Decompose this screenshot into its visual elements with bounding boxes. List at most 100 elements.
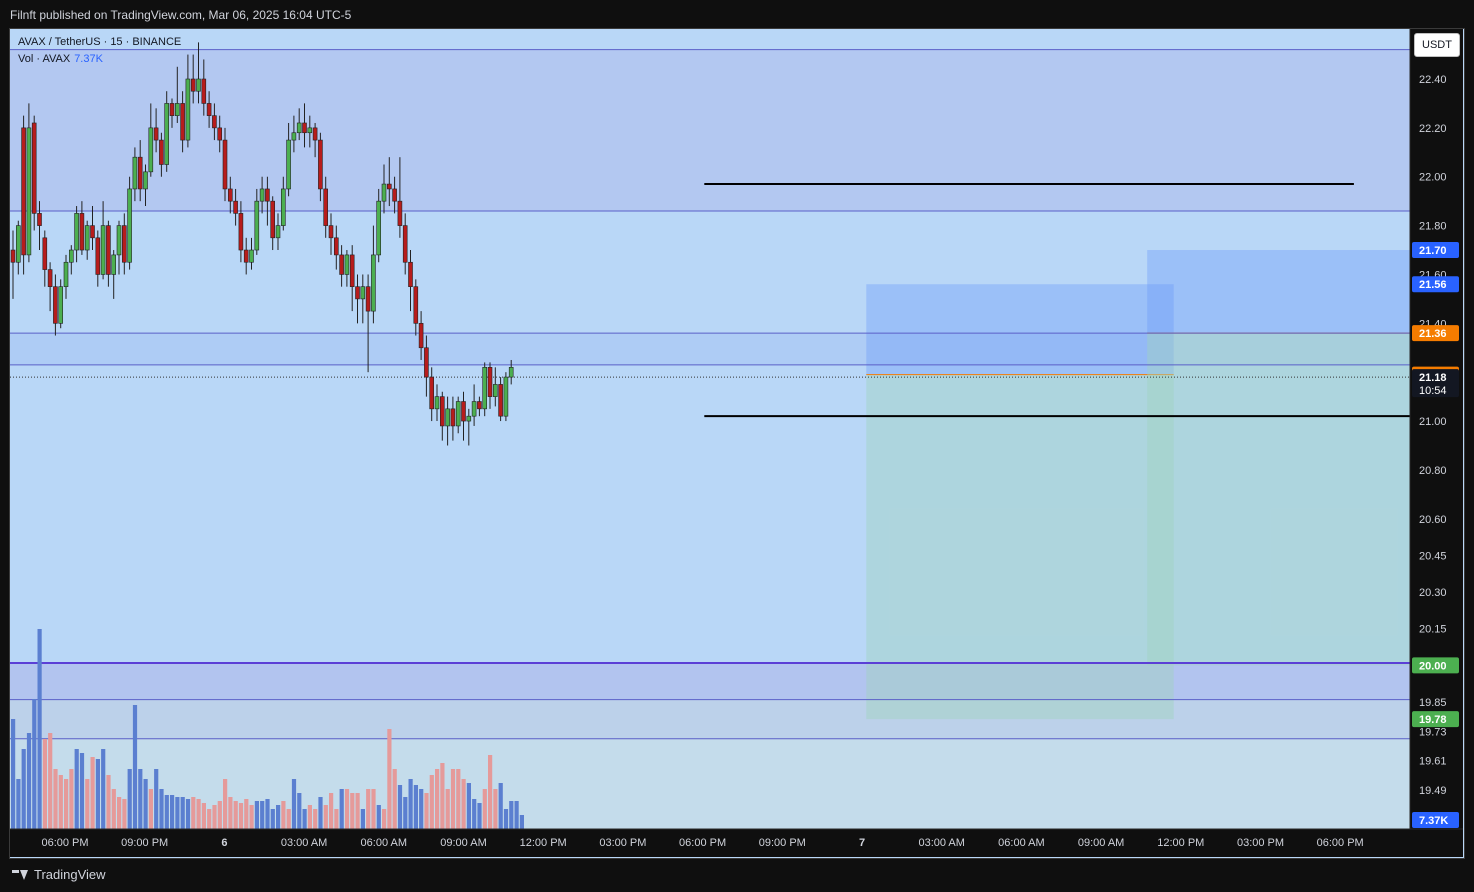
candle-body	[10, 249, 16, 263]
volume-bar	[138, 769, 143, 829]
time-tick-label: 12:00 PM	[1157, 837, 1204, 849]
time-tick-label: 09:00 AM	[440, 837, 486, 849]
volume-bar	[260, 801, 265, 829]
price-tick-label: 22.00	[1419, 172, 1447, 184]
candle-body	[42, 237, 48, 270]
header-bar: Filnft published on TradingView.com, Mar…	[0, 0, 1474, 28]
volume-bar	[207, 809, 212, 829]
volume-bar	[270, 809, 275, 829]
candle-body	[254, 200, 260, 251]
time-tick-label: 7	[859, 837, 865, 849]
price-tick-label: 19.49	[1419, 785, 1447, 797]
time-tick-label: 03:00 PM	[1237, 837, 1284, 849]
candle-body	[132, 156, 138, 190]
volume-bar	[435, 769, 440, 829]
candle-body	[169, 103, 175, 116]
candle-body	[116, 225, 122, 256]
volume-bar	[95, 759, 100, 829]
candle-body	[328, 225, 334, 239]
price-badge	[1412, 369, 1459, 398]
volume-value: 7.37K	[74, 53, 103, 65]
candle-body	[392, 188, 397, 202]
volume-bar	[297, 793, 302, 829]
volume-bar	[233, 801, 238, 829]
candle-body	[286, 139, 291, 190]
volume-legend[interactable]: Vol · AVAX 7.37K	[18, 53, 103, 65]
volume-label: Vol · AVAX	[18, 53, 71, 65]
volume-bar	[461, 779, 466, 829]
volume-bar	[180, 797, 185, 829]
time-tick-label: 06:00 AM	[998, 837, 1044, 849]
volume-bar	[16, 779, 21, 829]
candle-body	[249, 249, 254, 263]
candle-body	[190, 78, 196, 92]
volume-bar	[387, 729, 392, 829]
footer-bar	[0, 860, 1474, 892]
candle-body	[365, 286, 371, 312]
volume-bar	[223, 779, 228, 829]
chart-canvas[interactable]: L22.4022.2022.0021.8021.6021.4021.0020.8…	[10, 29, 1463, 857]
volume-bar	[143, 779, 148, 829]
candle-body	[424, 347, 429, 378]
volume-bar	[355, 793, 360, 829]
zone-lower-2	[10, 699, 1410, 739]
volume-bar	[212, 805, 217, 829]
time-tick-label: 03:00 AM	[281, 837, 327, 849]
volume-bar	[472, 799, 477, 829]
price-badge	[1412, 711, 1459, 728]
candle-body	[270, 200, 276, 239]
volume-bar	[26, 733, 32, 829]
price-badge-label: 19.78	[1419, 714, 1447, 726]
tradingview-logo[interactable]: TradingView	[12, 867, 106, 882]
price-badge	[1412, 276, 1459, 293]
volume-bar	[37, 629, 42, 829]
volume-bar	[339, 789, 344, 829]
position-stop-zone	[866, 374, 1174, 720]
candle-body	[339, 254, 344, 275]
price-badge-label: 21.56	[1419, 279, 1447, 291]
candle-body	[228, 188, 233, 202]
candle-body	[402, 225, 408, 263]
volume-bar	[318, 797, 323, 829]
candle-body	[233, 200, 238, 214]
volume-bar	[276, 805, 281, 829]
price-badge	[1412, 812, 1459, 828]
volume-bar	[344, 789, 350, 829]
symbol-legend[interactable]: AVAX / TetherUS · 15 · BINANCE	[18, 36, 182, 48]
candle-body	[376, 200, 382, 256]
candle-body	[291, 132, 297, 141]
volume-bar	[196, 799, 201, 829]
candle-body	[408, 261, 413, 287]
candle-body	[74, 213, 79, 251]
time-tick-label: 09:00 AM	[1078, 837, 1124, 849]
volume-bar	[466, 783, 471, 829]
time-tick-label: 03:00 AM	[918, 837, 964, 849]
volume-bar	[350, 793, 355, 829]
volume-bar	[392, 769, 397, 829]
candle-body	[508, 367, 514, 378]
candle-body	[175, 103, 180, 116]
currency-button[interactable]: USDT	[1414, 33, 1460, 57]
candle-body	[153, 127, 159, 141]
volume-bar	[254, 801, 259, 829]
volume-bar	[519, 815, 524, 829]
candle-body	[323, 188, 329, 226]
candle-body	[349, 254, 355, 287]
price-tick-label: 22.20	[1419, 123, 1447, 135]
volume-bar	[42, 739, 47, 829]
volume-bar	[58, 775, 63, 829]
candle-body	[397, 200, 403, 226]
time-tick-label: 06:00 PM	[679, 837, 726, 849]
volume-bar	[11, 719, 16, 829]
time-tick-label: 12:00 PM	[520, 837, 567, 849]
candle-body	[90, 225, 95, 239]
candle-body	[222, 139, 228, 190]
volume-bar	[175, 797, 180, 829]
candle-body	[429, 376, 435, 410]
volume-bar	[286, 809, 291, 829]
time-tick-label: 06:00 AM	[361, 837, 407, 849]
position-target-zone	[866, 284, 1174, 375]
zone-mid	[10, 333, 1410, 365]
volume-bar	[106, 775, 111, 829]
candle-body	[450, 408, 456, 427]
